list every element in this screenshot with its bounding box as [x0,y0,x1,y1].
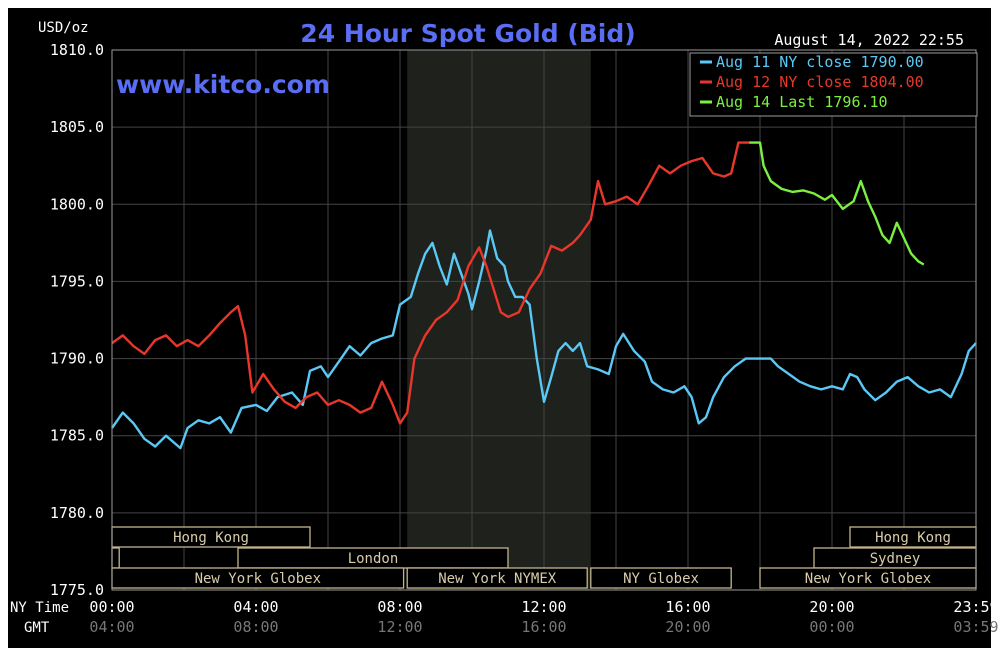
y-tick-label: 1810.0 [50,41,104,59]
session-label: New York Globex [195,571,321,587]
gmt-row-label: GMT [24,620,50,636]
series-line-0 [111,229,977,450]
x-tick-label: 00:00 [89,598,134,616]
y-tick-label: 1780.0 [50,504,104,522]
gmt-tick-label: 00:00 [809,618,854,636]
session-label: Hong Kong [173,530,249,546]
session-label: Sydney [870,551,921,567]
x-tick-label: 16:00 [665,598,710,616]
session-box [111,547,120,569]
gmt-tick-label: 16:00 [521,618,566,636]
ny-time-row-label: NY Time [10,600,69,616]
series-line-1 [111,141,750,425]
legend-entry-aug14: Aug 14 Last 1796.10 [716,93,888,111]
series-line-2 [749,141,925,266]
plot-frame [111,49,977,591]
y-tick-label: 1790.0 [50,350,104,368]
market-sessions: Hong Kong Hong Kong London Sydney New York G… [111,526,977,589]
y-tick-label: 1795.0 [50,272,104,290]
session-label: New York NYMEX [438,571,557,587]
y-tick-label: 1800.0 [50,195,104,213]
x-tick-label: 12:00 [521,598,566,616]
gmt-tick-label: 12:00 [377,618,422,636]
x-tick-label: 08:00 [377,598,422,616]
session-label: London [348,551,399,567]
session-label: New York Globex [805,571,931,587]
session-box [590,567,732,589]
session-label: Hong Kong [875,530,951,546]
y-axis-ticks: 1810.0 1805.0 1800.0 1795.0 1790.0 1785.0 1780… [50,41,104,599]
legend: Aug 11 NY close 1790.00 Aug 12 NY close … [689,52,978,117]
x-tick-label: 23:59 [953,598,998,616]
session-label: NY Globex [623,571,699,587]
y-tick-label: 1805.0 [50,118,104,136]
gmt-tick-label: 20:00 [665,618,710,636]
series-layer [111,141,977,450]
legend-entry-aug12: Aug 12 NY close 1804.00 [716,73,924,91]
y-tick-label: 1775.0 [50,581,104,599]
x-tick-label: 04:00 [233,598,278,616]
x-axis-ticks: 00:00 04:00 08:00 12:00 16:00 20:00 23:59 04:00… [89,598,998,636]
legend-box [689,52,978,117]
gmt-tick-label: 04:00 [89,618,134,636]
legend-entry-aug11: Aug 11 NY close 1790.00 [716,53,924,71]
chart-title: 24 Hour Spot Gold (Bid) [300,19,635,48]
chart-timestamp: August 14, 2022 22:55 [774,31,964,49]
gmt-tick-label: 03:59 [953,618,998,636]
y-tick-label: 1785.0 [50,427,104,445]
y-axis-unit: USD/oz [38,20,89,36]
site-watermark: www.kitco.com [116,70,330,99]
x-tick-label: 20:00 [809,598,854,616]
session-box [406,567,588,589]
gmt-tick-label: 08:00 [233,618,278,636]
